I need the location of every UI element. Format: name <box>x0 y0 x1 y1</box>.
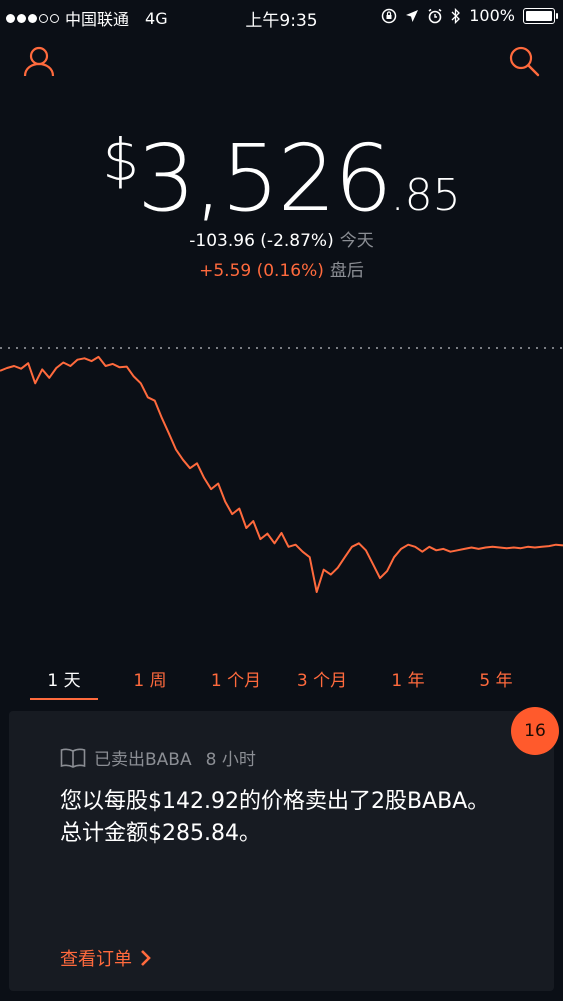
search-button[interactable] <box>507 44 541 78</box>
change-today-label: 今天 <box>339 231 374 251</box>
tab-1-day[interactable]: 1 天 <box>30 666 98 700</box>
value-currency: $ <box>102 126 139 194</box>
status-bar: 中国联通 4G 上午9:35 100% <box>0 0 563 32</box>
view-order-link[interactable]: 查看订单 <box>60 945 152 971</box>
value-decimal: .85 <box>390 170 461 221</box>
alarm-icon <box>428 8 442 23</box>
change-after-value: +5.59 (0.16%) <box>199 261 324 281</box>
network-type: 4G <box>145 8 168 28</box>
chevron-right-icon <box>141 950 151 966</box>
portfolio-chart[interactable] <box>0 330 563 610</box>
bluetooth-icon <box>451 7 461 24</box>
book-icon <box>60 748 86 768</box>
tab-1-month[interactable]: 1 个月 <box>210 671 262 691</box>
battery-icon <box>523 7 558 24</box>
change-after-hours: +5.59 (0.16%) 盘后 <box>0 256 563 281</box>
search-icon <box>509 46 540 77</box>
notification-card[interactable] <box>9 711 554 991</box>
rotation-lock-icon <box>382 8 397 23</box>
tab-1-year[interactable]: 1 年 <box>391 671 425 691</box>
carrier-name: 中国联通 <box>65 10 130 29</box>
change-today-value: -103.96 (-2.87%) <box>189 231 334 251</box>
notification-body: 您以每股$142.92的价格卖出了2股BABA。总计金额$285.84。 <box>60 789 490 846</box>
person-icon <box>23 46 55 77</box>
status-time: 上午9:35 <box>245 11 318 31</box>
status-left: 中国联通 4G <box>6 6 168 30</box>
notification-time: 8 小时 <box>205 750 256 770</box>
notification-title: 已卖出BABA <box>94 750 192 770</box>
notification-count-badge[interactable]: 16 <box>511 707 559 755</box>
portfolio-value: $3,526.85 <box>0 125 563 232</box>
profile-button[interactable] <box>22 44 56 78</box>
tab-1-week[interactable]: 1 周 <box>133 671 167 691</box>
status-right: 100% <box>381 6 558 25</box>
change-after-label: 盘后 <box>329 261 364 281</box>
tab-5-years[interactable]: 5 年 <box>479 671 513 691</box>
value-integer: 3,526 <box>137 125 392 232</box>
price-line <box>0 355 563 593</box>
range-tabs: 1 天 1 周 1 个月 3 个月 1 年 5 年 <box>0 666 563 702</box>
tab-3-months[interactable]: 3 个月 <box>296 671 348 691</box>
signal-strength-icon <box>6 13 59 23</box>
view-order-label: 查看订单 <box>60 949 132 970</box>
change-today: -103.96 (-2.87%) 今天 <box>0 226 563 251</box>
location-icon <box>406 9 419 22</box>
notification-header: 已卖出BABA 8 小时 <box>60 745 256 770</box>
battery-percent: 100% <box>469 6 515 25</box>
